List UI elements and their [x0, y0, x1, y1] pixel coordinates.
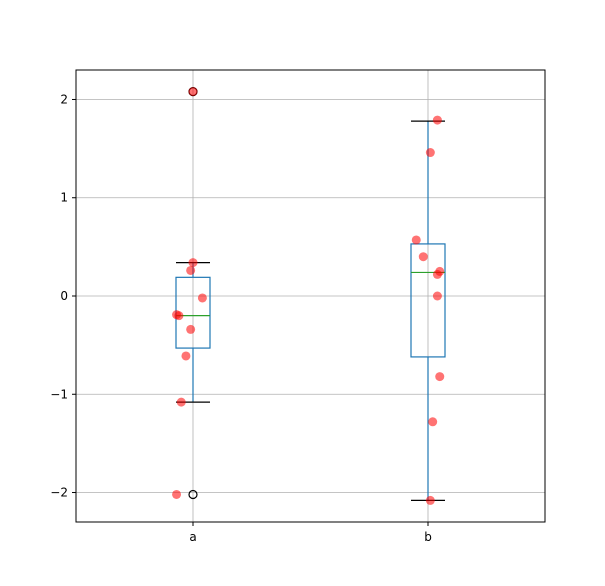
data-point-a	[186, 265, 196, 275]
data-point-a	[181, 351, 191, 361]
y-tick-label: −1	[50, 387, 68, 401]
data-point-a	[188, 258, 198, 268]
data-point-b	[418, 252, 428, 262]
data-point-a	[188, 87, 198, 97]
data-point-a	[172, 489, 182, 499]
data-point-a	[176, 397, 186, 407]
y-tick-label: 0	[60, 289, 68, 303]
box-b	[410, 120, 446, 501]
data-point-b	[432, 291, 442, 301]
data-point-b	[425, 148, 435, 158]
data-point-a	[186, 324, 196, 334]
data-point-b	[432, 115, 442, 125]
data-point-b	[411, 235, 421, 245]
flier-point	[188, 489, 198, 500]
data-point-b	[432, 269, 442, 279]
y-tick-label: 1	[60, 191, 68, 205]
box-rect	[410, 243, 446, 358]
y-tick-label: −2	[50, 486, 68, 500]
data-point-b	[425, 495, 435, 505]
x-tick-label: b	[424, 530, 432, 544]
data-point-b	[435, 372, 445, 382]
data-point-a	[174, 311, 184, 321]
data-point-b	[428, 417, 438, 427]
y-tick-label: 2	[60, 92, 68, 106]
jitter-points	[172, 87, 445, 505]
axis-ticks: −2 −1 0 1 2 a b	[50, 92, 432, 544]
x-tick-label: a	[189, 530, 196, 544]
data-point-a	[197, 293, 207, 303]
